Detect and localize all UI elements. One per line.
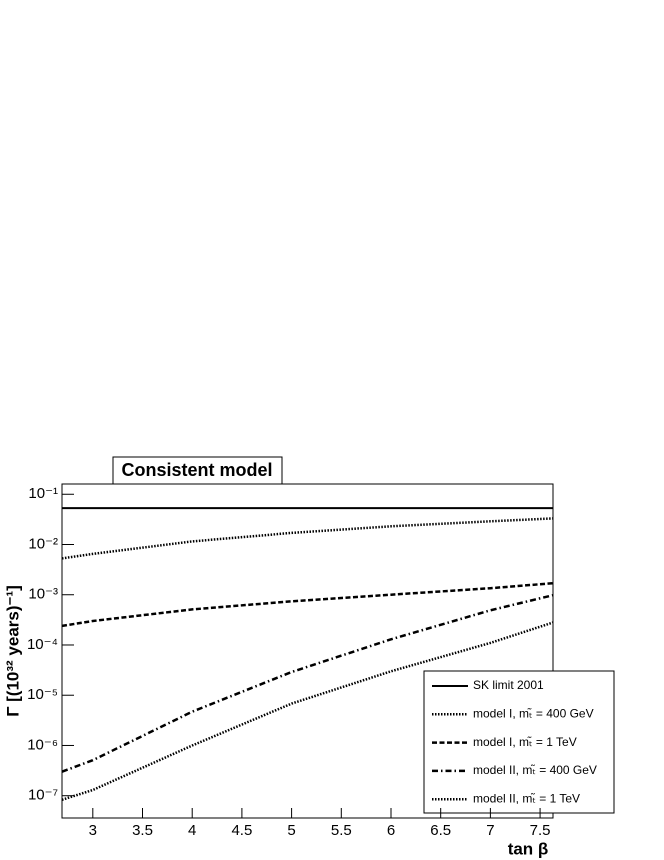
x-tick-label: 4 <box>188 822 196 839</box>
x-tick-label: 3 <box>89 822 97 839</box>
y-tick-label: 10⁻⁴ <box>27 636 58 653</box>
title-box <box>112 456 283 485</box>
legend-label: SK limit 2001 <box>473 678 544 692</box>
y-tick-label: 10⁻⁷ <box>28 787 58 804</box>
x-axis-label: tan β <box>508 839 549 858</box>
x-tick-label: 3.5 <box>132 822 153 839</box>
legend-label: model II, mₜ̃ = 400 GeV <box>473 763 597 777</box>
series-line <box>61 517 554 560</box>
y-axis-label: Γ [(10³² years)⁻¹] <box>3 585 22 717</box>
plot-frame <box>61 483 554 819</box>
chart-title: Consistent model <box>121 460 272 480</box>
series-line <box>61 593 554 773</box>
x-tick-label: 5.5 <box>331 822 352 839</box>
series-line <box>61 621 554 801</box>
y-tick-label: 10⁻² <box>28 535 58 552</box>
legend-label: model I, mₜ̃ = 400 GeV <box>473 706 594 720</box>
y-tick-label: 10⁻⁶ <box>27 736 58 753</box>
x-tick-label: 4.5 <box>231 822 252 839</box>
x-tick-label: 7.5 <box>530 822 551 839</box>
legend-label: model I, mₜ̃ = 1 TeV <box>473 735 577 749</box>
y-tick-label: 10⁻⁵ <box>27 686 58 703</box>
legend-label: model II, mₜ̃ = 1 TeV <box>473 791 580 805</box>
x-tick-label: 7 <box>486 822 494 839</box>
y-tick-label: 10⁻³ <box>28 586 58 603</box>
y-tick-label: 10⁻¹ <box>28 485 58 502</box>
x-tick-label: 5 <box>287 822 295 839</box>
series-line <box>61 581 554 628</box>
x-tick-label: 6 <box>387 822 395 839</box>
x-tick-label: 6.5 <box>430 822 451 839</box>
